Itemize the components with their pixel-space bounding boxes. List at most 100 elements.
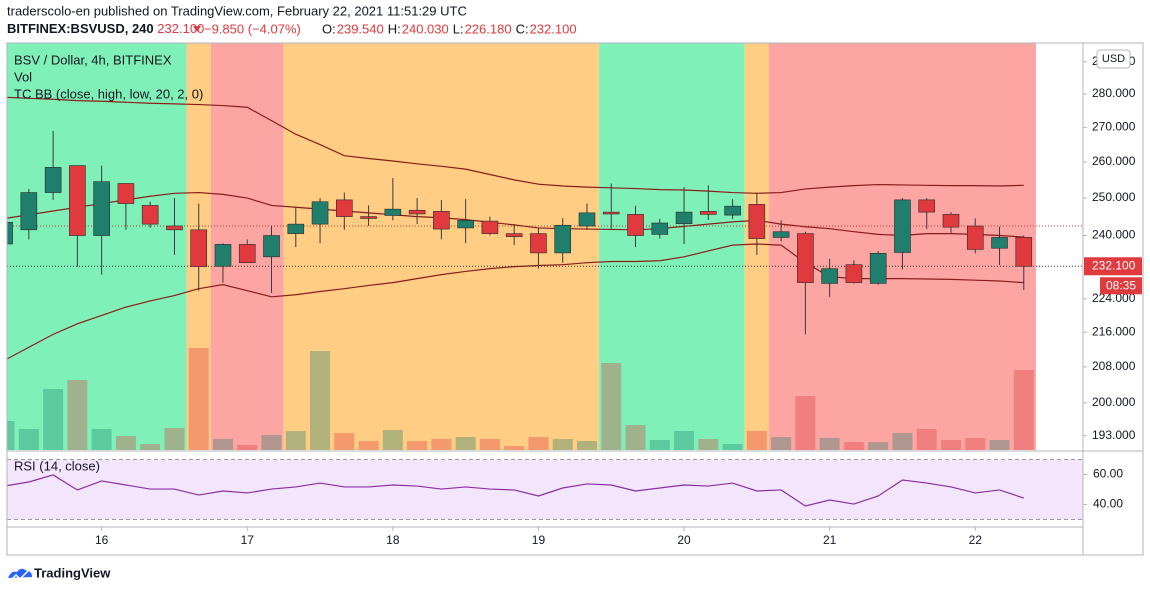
brand: TradingView (34, 565, 111, 580)
volume-bar (43, 389, 64, 450)
countdown: 08:35 (1106, 278, 1136, 292)
ohlc-value: 226.180 (465, 21, 512, 36)
candle-body (554, 224, 572, 254)
change: −9.850 (−4.07%) (204, 21, 301, 36)
candle-body (821, 268, 838, 284)
candle-body (141, 205, 159, 225)
rsi-line (7, 474, 1024, 507)
candle-body (44, 167, 62, 193)
ohlc-label: O: (322, 21, 336, 36)
header-line: BITFINEX:BSVUSD, 240 232.100 (7, 21, 204, 36)
volume-bar (115, 436, 136, 450)
volume-bar (916, 429, 937, 450)
candle-body (651, 222, 669, 235)
candle-body (1015, 236, 1033, 267)
candle-body (93, 181, 110, 236)
ohlc: O: 239.540 H: 240.030 L: 226.180 C: 232.100 (322, 21, 577, 36)
candle-body (845, 264, 863, 283)
legend-entry: Vol (14, 69, 32, 84)
candle-body (869, 252, 887, 284)
volume-bar (892, 433, 913, 450)
x-tick-label: 22 (969, 533, 983, 547)
volume-bar (7, 421, 15, 450)
volume-bar (674, 431, 695, 450)
candle-body (287, 223, 305, 234)
symbol: BITFINEX:BSVUSD, 240 (7, 21, 154, 36)
volume-bar (601, 363, 622, 450)
volume-bar (382, 430, 403, 450)
candle-body (918, 199, 936, 213)
y-tick-label: 216.000 (1092, 324, 1136, 338)
logo (8, 568, 32, 578)
ohlc-value: 232.100 (530, 21, 577, 36)
rsi-pane (7, 459, 1083, 520)
ohlc-value: 239.540 (337, 21, 384, 36)
candle-body (942, 214, 960, 228)
volume-bar (358, 441, 379, 450)
price-tag-label: 232.100 (1092, 258, 1136, 272)
countdown-box (1100, 277, 1142, 295)
volume-bar (940, 440, 961, 450)
down-arrow (193, 26, 201, 32)
ohlc-value: 240.030 (402, 21, 449, 36)
candle-body (772, 231, 790, 238)
price-pane (7, 43, 1083, 450)
candle-body (724, 205, 741, 216)
y-tick-label: 240.000 (1092, 228, 1136, 242)
candle-body (311, 201, 329, 225)
y-tick-label: 200.000 (1092, 395, 1136, 409)
price-tag (1084, 257, 1142, 276)
volume-bar (261, 435, 282, 450)
volume-bar (989, 440, 1010, 450)
candle-body (408, 209, 426, 215)
candle-body (602, 211, 620, 215)
y-tick-label: 208.000 (1092, 359, 1136, 373)
candle-body (384, 208, 402, 216)
candle-body (117, 183, 135, 204)
volume-bar (819, 438, 840, 450)
volume-bar (285, 431, 306, 450)
volume-bar (698, 439, 719, 450)
candle-body (894, 199, 911, 253)
volume-bar (576, 441, 597, 450)
candle-body (336, 199, 353, 217)
chart-title: BSV / Dollar, 4h, BITFINEX (14, 52, 172, 67)
volume-bar (746, 431, 767, 450)
unit-box[interactable] (1096, 49, 1131, 69)
y-tick-label: 280.000 (1092, 86, 1136, 100)
volume-bar (18, 429, 39, 450)
x-tick-label: 16 (95, 533, 109, 547)
x-tick-label: 21 (823, 533, 837, 547)
candle-body (530, 233, 547, 254)
volume-bar (504, 446, 525, 450)
zone (599, 43, 745, 450)
candle-body (505, 233, 523, 237)
rsi-tick-label: 40.00 (1093, 497, 1123, 511)
volume-bar (431, 439, 452, 450)
candle-body (991, 237, 1008, 249)
x-tick-label: 20 (677, 533, 691, 547)
candle-body (433, 211, 450, 230)
volume-bar (843, 442, 864, 450)
volume-bar (625, 425, 646, 450)
x-tick-label: 17 (241, 533, 255, 547)
y-tick-label: 224.000 (1092, 291, 1136, 305)
rsi-title: RSI (14, close) (14, 458, 100, 473)
candle-body (238, 244, 256, 264)
ohlc-label: H: (388, 21, 401, 36)
frame (6, 42, 1144, 556)
last-price: 232.100 (157, 21, 204, 36)
volume-bar (479, 439, 500, 450)
logo-mark (9, 570, 29, 582)
candle-body (190, 229, 208, 267)
candle-body (748, 204, 766, 239)
volume-bar (965, 438, 986, 450)
candle-body (214, 244, 232, 267)
candle-body (7, 221, 13, 245)
candle-body (166, 225, 183, 231)
legend-entry: TC BB (close, high, low, 20, 2, 0) (14, 86, 203, 101)
volume-bar (795, 396, 816, 450)
zone (7, 43, 187, 450)
volume-bar (649, 440, 670, 450)
